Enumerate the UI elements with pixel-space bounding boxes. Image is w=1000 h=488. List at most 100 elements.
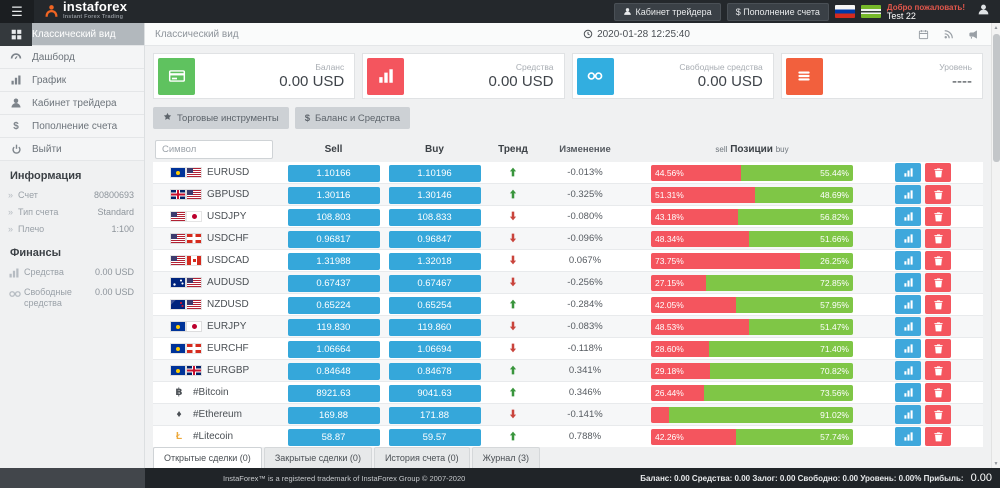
sidebar-item-выйти[interactable]: Выйти (0, 138, 144, 161)
balance-cards: Баланс 0.00 USD Средства 0.00 USD Свободные … (145, 46, 991, 105)
scrollbar-thumb[interactable] (992, 34, 1000, 162)
open-chart-button[interactable] (895, 317, 921, 336)
buy-price-button[interactable]: 119.860 (388, 319, 481, 336)
sell-price-button[interactable]: 1.30116 (287, 187, 380, 204)
sell-price-button[interactable]: 0.67437 (287, 275, 380, 292)
remove-instrument-button[interactable] (925, 339, 951, 358)
open-chart-button[interactable] (895, 207, 921, 226)
buy-price-button[interactable]: 108.833 (388, 209, 481, 226)
trend-down-icon (508, 409, 518, 419)
open-chart-button[interactable] (895, 251, 921, 270)
tab-журнал[interactable]: Журнал (3) (471, 447, 541, 468)
vertical-scrollbar[interactable]: ▲ ▼ (991, 23, 1000, 468)
sidebar-item-график[interactable]: График (0, 69, 144, 92)
remove-instrument-button[interactable] (925, 427, 951, 446)
buy-price-button[interactable]: 0.84678 (388, 363, 481, 380)
russian-flag-icon[interactable] (834, 5, 855, 18)
open-chart-button[interactable] (895, 383, 921, 402)
logo-person-icon (45, 5, 58, 17)
sidebar-item-label: Дашборд (32, 51, 75, 63)
sell-price-button[interactable]: 0.84648 (287, 363, 380, 380)
sidebar-finance-title: Финансы (10, 247, 62, 259)
remove-instrument-button[interactable] (925, 273, 951, 292)
remove-instrument-button[interactable] (925, 207, 951, 226)
rss-icon[interactable] (943, 29, 954, 40)
sidebar-item-кабинет-трейдера[interactable]: Кабинет трейдера (0, 92, 144, 115)
trader-cabinet-button[interactable]: Кабинет трейдера (613, 2, 721, 21)
sidebar-item-дашборд[interactable]: Дашборд (0, 46, 144, 69)
remove-instrument-button[interactable] (925, 185, 951, 204)
symbol-search-input[interactable] (155, 139, 273, 159)
buy-price-button[interactable]: 1.10196 (388, 165, 481, 182)
remove-instrument-button[interactable] (925, 229, 951, 248)
megaphone-icon[interactable] (968, 29, 979, 40)
username-label: Test 22 (886, 10, 916, 21)
positions-bar: 29.18% 70.82% (651, 362, 853, 379)
open-chart-button[interactable] (895, 339, 921, 358)
open-chart-button[interactable] (895, 295, 921, 314)
sidebar-item-пополнение-счета[interactable]: $ Пополнение счета (0, 115, 144, 138)
language-flag-icon[interactable] (860, 5, 881, 18)
symbol-label: AUDUSD (207, 277, 250, 288)
sell-price-button[interactable]: 8921.63 (287, 385, 380, 402)
sell-price-button[interactable]: 58.87 (287, 429, 380, 446)
trend-up-icon (508, 189, 518, 199)
tab-история-счета[interactable]: История счета (0) (373, 447, 470, 468)
open-chart-button[interactable] (895, 163, 921, 182)
sell-price-button[interactable]: 169.88 (287, 407, 380, 424)
chevron-icon: » (8, 224, 14, 234)
scroll-down-icon[interactable]: ▼ (993, 460, 999, 467)
info-row: » Тип счета Standard (0, 204, 144, 221)
scroll-up-icon[interactable]: ▲ (993, 24, 999, 31)
open-chart-button[interactable] (895, 427, 921, 446)
sell-price-button[interactable]: 108.803 (287, 209, 380, 226)
hamburger-menu-icon[interactable]: ☰ (0, 0, 34, 23)
remove-instrument-button[interactable] (925, 383, 951, 402)
open-chart-button[interactable] (895, 405, 921, 424)
sell-price-button[interactable]: 0.65224 (287, 297, 380, 314)
remove-instrument-button[interactable] (925, 163, 951, 182)
buy-price-button[interactable]: 59.57 (388, 429, 481, 446)
buy-price-button[interactable]: 9041.63 (388, 385, 481, 402)
buy-price-button[interactable]: 0.65254 (388, 297, 481, 314)
info-value: Standard (97, 207, 134, 217)
user-avatar-icon[interactable] (977, 3, 990, 21)
open-chart-button[interactable] (895, 185, 921, 204)
buy-price-button[interactable]: 0.67467 (388, 275, 481, 292)
remove-instrument-button[interactable] (925, 251, 951, 270)
filter-button-торговые-инструменты[interactable]: Торговые инструменты (153, 107, 289, 129)
info-label: Счет (18, 190, 38, 200)
tab-закрытые-сделки[interactable]: Закрытые сделки (0) (263, 447, 372, 468)
summary-card-свободные-средства: Свободные средства 0.00 USD (571, 53, 774, 99)
sell-price-button[interactable]: 1.06664 (287, 341, 380, 358)
sell-price-button[interactable]: 1.31988 (287, 253, 380, 270)
open-chart-button[interactable] (895, 361, 921, 380)
open-chart-button[interactable] (895, 273, 921, 292)
buy-price-button[interactable]: 171.88 (388, 407, 481, 424)
sell-price-button[interactable]: 0.96817 (287, 231, 380, 248)
filter-button-баланс-и-средства[interactable]: $ Баланс и Средства (294, 107, 410, 129)
buy-price-button[interactable]: 1.32018 (388, 253, 481, 270)
flag-jp-icon (187, 212, 201, 221)
flag-us-icon (187, 300, 201, 309)
remove-instrument-button[interactable] (925, 295, 951, 314)
col-header-trend: Тренд (498, 143, 528, 155)
sell-price-button[interactable]: 1.10166 (287, 165, 380, 182)
remove-instrument-button[interactable] (925, 361, 951, 380)
tab-открытые-сделки[interactable]: Открытые сделки (0) (153, 447, 262, 468)
sidebar-item-label: Кабинет трейдера (32, 97, 117, 109)
open-chart-button[interactable] (895, 229, 921, 248)
deposit-button[interactable]: $ Пополнение счета (726, 2, 829, 21)
remove-instrument-button[interactable] (925, 405, 951, 424)
remove-instrument-button[interactable] (925, 317, 951, 336)
buy-price-button[interactable]: 1.30146 (388, 187, 481, 204)
sell-price-button[interactable]: 119.830 (287, 319, 380, 336)
buy-price-button[interactable]: 0.96847 (388, 231, 481, 248)
positions-bar: 48.34% 51.66% (651, 230, 853, 247)
positions-bar: 28.60% 71.40% (651, 340, 853, 357)
card-label: Баланс (315, 62, 345, 72)
calendar-icon[interactable] (918, 29, 929, 40)
change-value: 0.346% (568, 387, 602, 398)
buy-price-button[interactable]: 1.06694 (388, 341, 481, 358)
sidebar-item-классический-вид[interactable]: Классический вид (0, 22, 144, 46)
